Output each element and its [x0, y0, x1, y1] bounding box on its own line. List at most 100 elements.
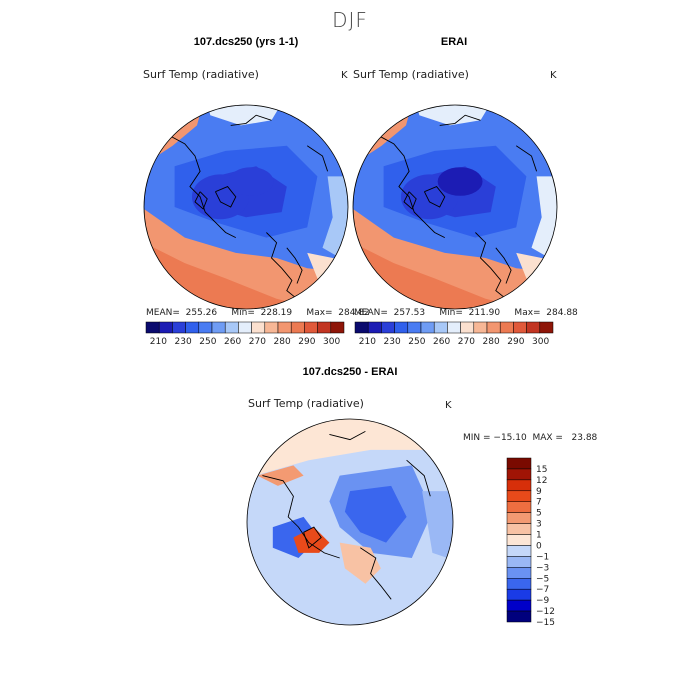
- panel-2-siberia-cold: [437, 167, 483, 196]
- panel-1-units: K: [341, 70, 348, 81]
- panel-3-colorbar-label: −12: [536, 607, 555, 617]
- panel-3-colorbar-swatch: [506, 545, 532, 557]
- panel-1-coast-scandinavia: [266, 232, 298, 300]
- panel-3-colorbar-label: 7: [536, 498, 542, 508]
- panel-1-island-1: [214, 186, 237, 208]
- panel-1-coast-west: [169, 135, 237, 239]
- panel-2-colorbar-tick-label: 250: [408, 337, 425, 347]
- panel-3-colder-region: [344, 485, 407, 543]
- panel-2-variable: Surf Temp (radiative): [353, 68, 469, 81]
- panel-1-colorbar-tick-label: 210: [150, 337, 167, 347]
- panel-1-colorbar-swatch: [224, 321, 239, 334]
- panel-3-colorbar-swatch: [506, 512, 532, 524]
- panel-3-colorbar-swatch: [506, 578, 532, 590]
- panel-2-map: [353, 105, 557, 309]
- panel-3-units: K: [445, 400, 452, 411]
- panel-3-colorbar-swatch: [506, 479, 532, 492]
- panel-1-colorbar-swatch: [211, 321, 226, 334]
- panel-1-top-mild: [205, 105, 287, 126]
- panel-3-colorbar-label: −7: [536, 585, 549, 595]
- panel-2-coast-north: [439, 114, 481, 126]
- panel-2-coast-east: [515, 145, 538, 172]
- panel-1-coast-baltic: [286, 247, 303, 284]
- panel-3-colorbar-swatch: [506, 468, 532, 481]
- panel-3-colorbar-label: 5: [536, 509, 542, 519]
- panel-2-coast-baltic: [495, 247, 512, 284]
- panel-1-colorbar-swatch: [330, 321, 345, 334]
- panel-2-colorbar-swatch: [513, 321, 527, 334]
- panel-2-colorbar: 210 230 250 260 270 280 290 300: [354, 321, 554, 347]
- panel-1-right-mild: [322, 176, 348, 269]
- panel-2-colorbar-swatch: [420, 321, 435, 334]
- panel-2-colorbar-swatch: [447, 321, 461, 334]
- panel-1-colorbar-swatch: [185, 321, 200, 334]
- panel-1-colorbar-swatch: [290, 321, 305, 334]
- panel-2-coast-west: [378, 135, 446, 239]
- panel-3-colorbar-label: 1: [536, 531, 542, 541]
- panel-3-colorbar-swatch: [506, 457, 532, 470]
- panel-3-warm-patch-1: [257, 465, 304, 486]
- panel-2-outline: [352, 104, 558, 310]
- panel-1-colorbar-tick-label: 300: [323, 337, 340, 347]
- panel-3-colorbar-swatch: [506, 588, 532, 601]
- panel-2-island-2: [403, 191, 417, 210]
- panel-3-colorbar-label: 3: [536, 520, 542, 530]
- panel-2-colorbar-tick-label: 270: [458, 337, 475, 347]
- panel-3-coast-west: [262, 475, 340, 559]
- panel-2-coastlines: [378, 114, 538, 300]
- panel-3-colorbar-swatch: [506, 610, 532, 623]
- panel-2-right-mild: [531, 176, 557, 269]
- panel-1-colorbar-swatch: [264, 321, 279, 334]
- panel-3-colorbar-swatch: [506, 490, 532, 502]
- panel-1-colorbar-swatch: [172, 321, 186, 334]
- panel-3-outline: [246, 418, 454, 626]
- panel-1-colorbar-tick-label: 250: [199, 337, 216, 347]
- panel-3-colorbar-label: 15: [536, 465, 547, 475]
- panel-2-units: K: [550, 70, 557, 81]
- panel-2-colorbar-tick-label: 280: [483, 337, 500, 347]
- panel-3-colorbar-swatch: [506, 523, 532, 535]
- panel-2-colorbar-swatch: [486, 321, 501, 334]
- panel-1-colorbar-tick-label: 280: [274, 337, 291, 347]
- panel-3-colorbar-label: −15: [536, 618, 555, 628]
- panel-3-map: [247, 419, 453, 625]
- panel-1-right-warm: [307, 252, 348, 289]
- panel-1-coast-east: [306, 145, 329, 172]
- panel-2-colorbar-tick-label: 230: [384, 337, 401, 347]
- panel-2-colorbar-swatch: [539, 321, 554, 334]
- panel-1-colorbar-tick-label: 260: [224, 337, 241, 347]
- panel-2-colorbar-tick-label: 260: [433, 337, 450, 347]
- panel-1-colorbar-tick-label: 270: [249, 337, 266, 347]
- panel-3-colorbar-swatch: [506, 501, 532, 513]
- panel-2-stats: MEAN= 257.53 Min= 211.90 Max= 284.88: [354, 308, 578, 318]
- panel-2-colorbar-tick-label: 300: [532, 337, 549, 347]
- panel-1-siberia-cold: [228, 167, 274, 196]
- panel-2-colorbar-swatch: [354, 321, 369, 334]
- panel-1-map: [144, 105, 348, 309]
- panel-3-title: 107.dcs250 - ERAI: [302, 366, 398, 378]
- panel-1-colorbar-swatch: [304, 321, 318, 334]
- panel-1-colorbar: 210 230 250 260 270 280 290 300: [145, 321, 345, 347]
- panel-2-colorbar-swatch: [499, 321, 514, 334]
- panel-2-top-mild: [414, 105, 496, 126]
- panel-2-colorbar-tick-label: 210: [359, 337, 376, 347]
- panel-3-variable: Surf Temp (radiative): [248, 397, 364, 410]
- panel-2-colorbar-swatch: [381, 321, 395, 334]
- panel-1-colorbar-swatch: [198, 321, 213, 334]
- panel-3-colorbar-label: 0: [536, 542, 542, 552]
- panel-2-colorbar-swatch: [407, 321, 422, 334]
- panel-3-colorbar-label: −9: [536, 596, 550, 606]
- panel-2-coast-scandinavia: [475, 232, 507, 300]
- panel-2-colorbar-swatch: [394, 321, 409, 334]
- panel-3-colorbar-label: −5: [536, 574, 549, 584]
- panel-3-coast-east: [406, 459, 431, 497]
- panel-2-right-warm: [516, 252, 557, 289]
- panel-2-colorbar-tick-label: 290: [507, 337, 524, 347]
- panel-1-island-2: [194, 191, 208, 210]
- panel-1-colorbar-swatch: [317, 321, 332, 334]
- panel-1-title: 107.dcs250 (yrs 1-1): [193, 36, 299, 48]
- panel-2-title: ERAI: [440, 36, 468, 48]
- panel-3-island-1: [303, 526, 322, 549]
